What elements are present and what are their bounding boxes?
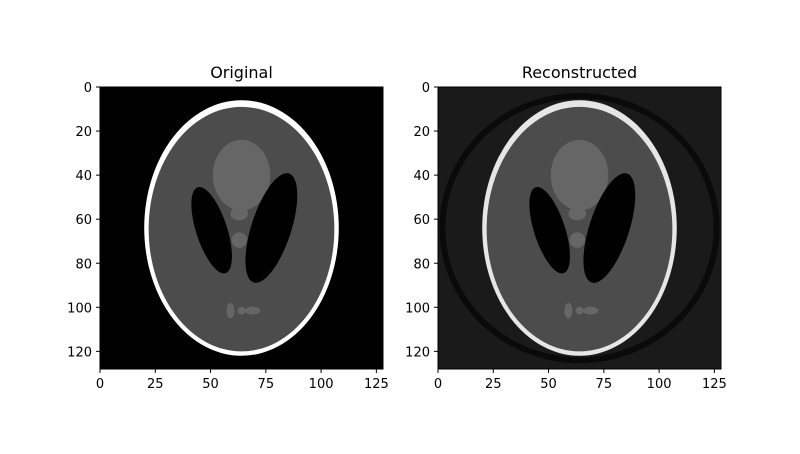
panel-2: Reconstructed 0 25 50 75 100 125 0 20 40 60 80 100 12… xyxy=(405,63,727,392)
small-feature xyxy=(244,306,261,315)
phantom-image xyxy=(100,87,383,369)
x-tick-label: 25 xyxy=(485,377,502,392)
right-dark-lobe xyxy=(245,173,298,283)
y-tick-label: 100 xyxy=(405,301,430,316)
small-feature xyxy=(575,306,584,315)
central-region xyxy=(212,139,271,211)
y-tick-label: 60 xyxy=(75,213,92,228)
left-dark-lobe xyxy=(191,186,232,274)
phantom-image xyxy=(438,87,721,369)
y-tick-label: 40 xyxy=(75,169,92,184)
small-feature xyxy=(568,207,587,221)
y-tick-label: 120 xyxy=(67,345,92,360)
y-tick-label: 0 xyxy=(84,81,92,96)
right-dark-lobe xyxy=(583,173,636,283)
reconstruction-ring xyxy=(439,92,720,364)
y-tick-label: 40 xyxy=(413,169,430,184)
small-feature xyxy=(569,232,586,248)
y-tick-label: 80 xyxy=(75,257,92,272)
y-tick-label: 20 xyxy=(75,125,92,140)
small-feature xyxy=(564,302,573,319)
small-feature xyxy=(582,306,599,315)
y-tick-label: 20 xyxy=(413,125,430,140)
x-tick-label: 0 xyxy=(96,377,104,392)
x-tick-label: 125 xyxy=(702,377,727,392)
x-tick-label: 75 xyxy=(596,377,613,392)
x-tick-label: 125 xyxy=(364,377,389,392)
central-region xyxy=(550,139,609,211)
y-tick-label: 120 xyxy=(405,345,430,360)
y-tick-label: 0 xyxy=(422,81,430,96)
panel-title: Original xyxy=(210,63,273,82)
left-dark-lobe xyxy=(529,186,570,274)
brain-ellipse xyxy=(148,106,335,352)
small-feature xyxy=(230,207,249,221)
x-tick-label: 50 xyxy=(540,377,557,392)
axes-frame xyxy=(99,86,384,370)
small-feature xyxy=(237,306,246,315)
x-tick-label: 75 xyxy=(258,377,275,392)
panel-title: Reconstructed xyxy=(522,63,637,82)
panel-1: Original 0 25 50 75 100 125 0 20 40 60 80 100 120 xyxy=(67,63,389,392)
x-tick-label: 50 xyxy=(202,377,219,392)
y-tick-label: 80 xyxy=(413,257,430,272)
x-tick-label: 100 xyxy=(647,377,672,392)
y-tick-label: 100 xyxy=(67,301,92,316)
x-tick-label: 25 xyxy=(147,377,164,392)
x-tick-label: 0 xyxy=(434,377,442,392)
brain-ellipse xyxy=(486,106,673,352)
x-tick-label: 100 xyxy=(309,377,334,392)
y-tick-label: 60 xyxy=(413,213,430,228)
small-feature xyxy=(231,232,248,248)
axes-frame xyxy=(437,86,722,370)
small-feature xyxy=(226,302,235,319)
